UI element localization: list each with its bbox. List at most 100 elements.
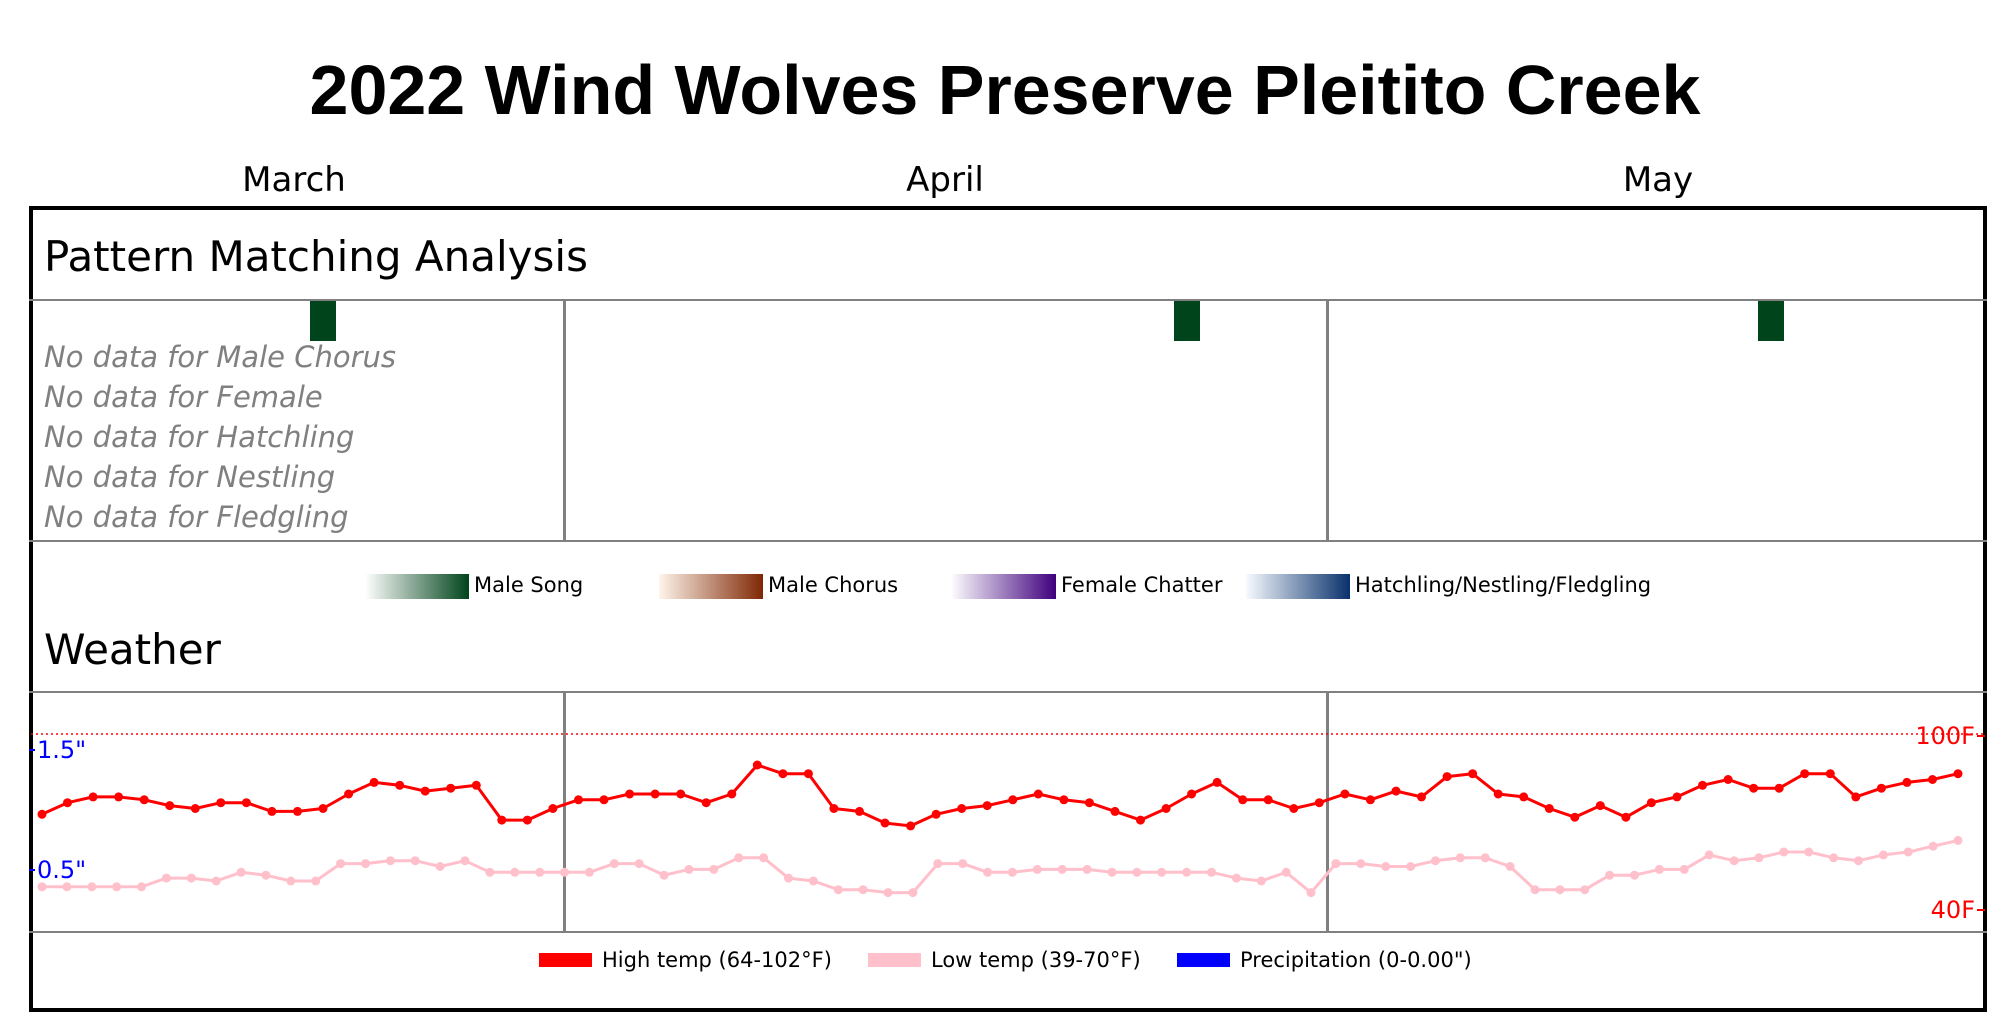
low-temp-point xyxy=(560,867,569,877)
precip-tick-0-5: 0.5" xyxy=(37,856,86,884)
pattern-divider-april xyxy=(563,300,566,541)
low-temp-point xyxy=(659,870,669,880)
high-temp-point xyxy=(1595,801,1605,811)
high-temp-point xyxy=(574,795,583,805)
low-temp-point xyxy=(983,867,993,877)
low-temp-point xyxy=(933,859,943,869)
high-temp-point xyxy=(139,795,149,805)
low-temp-point xyxy=(1580,885,1590,895)
high-temp-point xyxy=(1723,775,1733,784)
male-song-detection xyxy=(1174,301,1200,341)
low-temp-point xyxy=(1306,888,1316,898)
high-temp-point xyxy=(829,804,839,813)
legend-swatch-male-song xyxy=(365,574,469,599)
high-temp-point xyxy=(1698,780,1707,790)
high-temp-point xyxy=(293,806,302,816)
high-temp-point xyxy=(1161,804,1171,813)
high-temp-point xyxy=(369,777,379,787)
low-temp-point xyxy=(1356,859,1366,869)
low-temp-point xyxy=(908,888,918,898)
low-temp-point xyxy=(87,882,97,892)
high-temp-point xyxy=(1110,806,1120,816)
high-temp-point xyxy=(1851,792,1861,802)
low-temp-point xyxy=(186,873,196,883)
high-temp-point xyxy=(957,804,967,813)
low-temp-point xyxy=(784,873,793,883)
low-temp-point xyxy=(535,867,545,877)
high-temp-point xyxy=(1340,789,1350,799)
low-temp-point xyxy=(833,885,843,895)
no-data-male-chorus: No data for Male Chorus xyxy=(44,340,396,374)
high-temp-point xyxy=(1314,798,1324,808)
no-data-hatchling: No data for Hatchling xyxy=(44,420,355,454)
pattern-bottom-rule xyxy=(29,540,1987,542)
high-temp-point xyxy=(1059,795,1069,805)
high-temp-point xyxy=(727,789,737,799)
legend-swatch-hatchling xyxy=(1246,574,1350,599)
low-temp-point xyxy=(609,859,619,869)
month-label-may: May xyxy=(1622,160,1694,200)
low-temp-point xyxy=(1754,853,1764,863)
legend-label-male-chorus: Male Chorus xyxy=(768,573,899,597)
temp-tick-40f: 40F xyxy=(1931,896,1975,924)
high-temp-point xyxy=(650,789,660,799)
high-temp-point xyxy=(471,780,481,790)
low-temp-point xyxy=(584,867,594,877)
figure-frame xyxy=(29,206,1987,1012)
high-temp-point xyxy=(676,789,686,799)
high-temp-point xyxy=(114,792,124,802)
legend-swatch-female-chatter xyxy=(952,574,1056,599)
month-label-march: March xyxy=(242,160,346,200)
high-temp-point xyxy=(1928,775,1937,784)
low-temp-point xyxy=(1729,856,1739,866)
low-temp-point xyxy=(1928,841,1938,851)
legend-swatch-low-temp xyxy=(868,953,921,967)
low-temp-point xyxy=(62,882,72,892)
low-temp-point xyxy=(1157,867,1167,877)
legend-label-precipitation: Precipitation (0-0.00") xyxy=(1240,948,1472,972)
low-temp-point xyxy=(1555,885,1565,895)
low-temp-point xyxy=(858,885,868,895)
high-temp-point xyxy=(190,804,200,813)
low-temp-point xyxy=(161,873,171,883)
high-temp-point xyxy=(1519,792,1529,802)
high-temp-point xyxy=(1238,795,1248,805)
low-temp-point xyxy=(1505,862,1515,871)
temperature-series xyxy=(37,760,1963,898)
high-temp-point xyxy=(395,780,405,790)
high-temp-point xyxy=(752,760,762,770)
high-temp-point xyxy=(1417,792,1426,802)
low-temp-point xyxy=(286,876,296,886)
low-temp-point xyxy=(1654,864,1664,874)
weather-section-title: Weather xyxy=(44,625,221,674)
high-temp-point xyxy=(420,786,430,796)
high-temp-point xyxy=(1902,777,1912,787)
legend-swatch-male-chorus xyxy=(659,574,763,599)
low-temp-point xyxy=(1605,870,1615,880)
legend-swatch-high-temp xyxy=(539,953,592,967)
high-temp-point xyxy=(88,792,98,802)
low-temp-point xyxy=(1231,873,1241,883)
low-temp-point xyxy=(1854,856,1863,866)
low-temp-point xyxy=(1082,864,1092,874)
legend-label-female-chatter: Female Chatter xyxy=(1061,573,1223,597)
high-temp-point xyxy=(1646,798,1656,808)
high-temp-point xyxy=(1136,815,1145,825)
low-temp-point xyxy=(1630,870,1639,880)
high-temp-point xyxy=(522,815,532,825)
low-temp-point xyxy=(435,862,445,871)
low-temp-point xyxy=(1878,850,1888,860)
legend-label-high-temp: High temp (64-102°F) xyxy=(602,948,832,972)
high-temp-point xyxy=(906,821,916,831)
low-temp-point xyxy=(485,867,495,877)
low-temp-point xyxy=(1331,859,1341,869)
high-temp-point xyxy=(1774,783,1784,793)
month-label-april: April xyxy=(906,160,984,200)
no-data-fledgling: No data for Fledgling xyxy=(44,500,349,534)
pattern-divider-may xyxy=(1326,300,1329,541)
low-temp-point xyxy=(1256,876,1266,886)
low-temp-point xyxy=(385,856,395,866)
high-temp-point xyxy=(701,798,711,808)
low-temp-point xyxy=(684,864,694,874)
high-temp-point xyxy=(241,798,251,808)
